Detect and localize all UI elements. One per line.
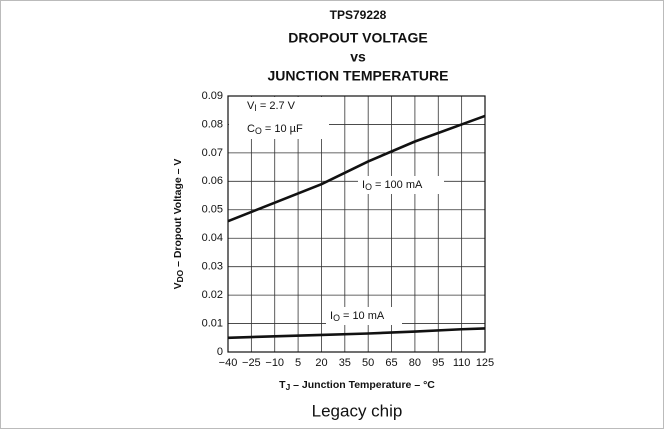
x-tick-label: 20 (315, 357, 327, 369)
chart-title: TPS79228 (330, 8, 387, 22)
series-line (227, 114, 486, 223)
x-tick-label: 95 (432, 357, 444, 369)
series-label: IO = 10 mA (330, 310, 385, 323)
series-label: IO = 100 mA (362, 179, 423, 192)
y-tick-label: 0 (217, 346, 223, 358)
label-bg (326, 307, 402, 325)
x-tick-label: 110 (453, 357, 471, 369)
x-tick-label: 65 (385, 357, 397, 369)
series-line (227, 327, 486, 340)
x-tick-label: 80 (409, 357, 421, 369)
plot-border (227, 95, 486, 353)
annotation: CO = 10 µF (247, 123, 303, 136)
y-axis-label: VDO – Dropout Voltage – V (172, 159, 185, 290)
annotation-bg (229, 97, 329, 139)
x-tick-label: −40 (219, 357, 238, 369)
x-tick-label: 5 (295, 357, 301, 369)
annotation: VI = 2.7 V (247, 100, 296, 113)
chart-title: JUNCTION TEMPERATURE (268, 68, 449, 84)
y-tick-label: 0.05 (202, 204, 223, 216)
x-tick-label: −10 (265, 357, 284, 369)
y-tick-label: 0.01 (202, 317, 223, 329)
y-tick-label: 0.06 (202, 175, 223, 187)
y-tick-label: 0.02 (202, 289, 223, 301)
chart-title: DROPOUT VOLTAGE (288, 30, 427, 46)
x-tick-label: 35 (339, 357, 351, 369)
x-tick-label: −25 (242, 357, 261, 369)
y-tick-label: 0.07 (202, 147, 223, 159)
y-tick-label: 0.09 (202, 90, 223, 102)
x-tick-label: 125 (476, 357, 494, 369)
y-tick-label: 0.04 (202, 232, 223, 244)
x-tick-label: 50 (362, 357, 374, 369)
x-axis-label: TJ – Junction Temperature – °C (279, 379, 435, 392)
caption: Legacy chip (312, 401, 403, 420)
y-tick-label: 0.03 (202, 261, 223, 273)
label-bg (358, 176, 444, 194)
chart-title: vs (350, 49, 366, 65)
y-tick-label: 0.08 (202, 118, 223, 130)
